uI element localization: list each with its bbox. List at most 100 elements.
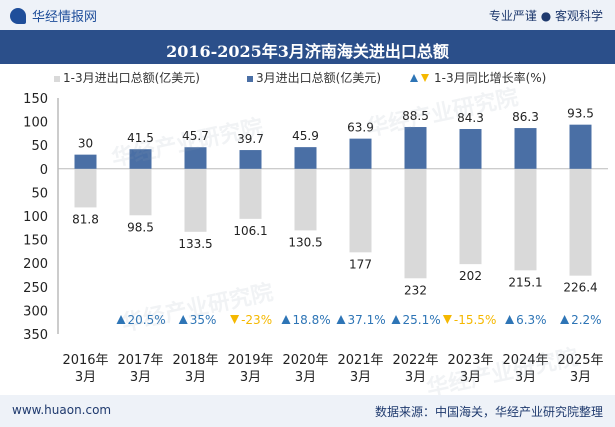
site-url[interactable]: www.huaon.com [12, 403, 112, 417]
x-tick-label-month: 3月 [185, 370, 206, 385]
legend-label-growth: 1-3月同比增长率(%) [434, 70, 546, 85]
x-tick-label-month: 3月 [75, 370, 96, 385]
bar-march [349, 138, 372, 169]
y-tick-label: 250 [23, 281, 48, 296]
growth-label: 37.1% [348, 313, 386, 327]
growth-marker-up [116, 315, 126, 324]
bar-total [184, 168, 207, 232]
data-label-march: 30 [78, 137, 93, 151]
chart-title: 2016-2025年3月济南海关进出口总额 [166, 42, 449, 61]
x-tick-label-year: 2023年 [447, 353, 493, 368]
data-label-total: 106.1 [233, 224, 267, 238]
bar-march [74, 154, 97, 169]
bar-march [294, 147, 317, 169]
title-bar [0, 30, 615, 64]
bar-total [349, 168, 372, 253]
x-tick-label-month: 3月 [350, 370, 371, 385]
legend-label-march: 3月进出口总额(亿美元) [256, 70, 381, 85]
bar-march [129, 149, 152, 169]
brand[interactable]: 华经情报网 [10, 6, 97, 25]
y-tick-label: 0 [40, 163, 48, 178]
legend-marker-up [410, 74, 418, 82]
y-tick-label: 150 [23, 92, 48, 107]
bar-march [184, 147, 207, 169]
growth-label: 20.5% [128, 313, 166, 327]
x-tick-label-month: 3月 [460, 370, 481, 385]
data-label-march: 86.3 [512, 110, 539, 124]
x-tick-label-year: 2025年 [557, 353, 603, 368]
data-label-total: 81.8 [72, 212, 99, 226]
brand-name: 华经情报网 [32, 10, 98, 25]
bar-march [404, 127, 427, 169]
data-label-total: 98.5 [127, 220, 154, 234]
growth-marker-up [505, 315, 515, 324]
bar-march [239, 150, 262, 169]
data-label-march: 45.9 [292, 129, 319, 143]
x-tick-label-month: 3月 [515, 370, 536, 385]
legend-swatch-march [247, 76, 253, 82]
data-label-march: 39.7 [237, 132, 264, 146]
growth-marker-up [391, 315, 401, 324]
bar-total [74, 168, 97, 208]
growth-label: -23% [241, 313, 272, 327]
bar-total [129, 168, 152, 216]
x-tick-label-month: 3月 [570, 370, 591, 385]
top-bar [0, 0, 615, 30]
data-label-total: 130.5 [288, 235, 322, 249]
x-tick-label-year: 2020年 [282, 353, 328, 368]
bar-march [514, 128, 537, 169]
growth-label: -15.5% [454, 313, 496, 327]
growth-label: 18.8% [293, 313, 331, 327]
legend-label-total: 1-3月进出口总额(亿美元) [63, 70, 200, 85]
legend-marker-down [421, 74, 429, 82]
footer [0, 395, 615, 427]
data-label-march: 93.5 [567, 107, 594, 121]
bar-march [459, 129, 482, 169]
x-tick-label-month: 3月 [130, 370, 151, 385]
data-label-total: 232 [404, 283, 427, 297]
bar-march [569, 124, 592, 169]
x-tick-label-year: 2022年 [392, 353, 438, 368]
growth-marker-up [281, 315, 291, 324]
growth-label: 35% [190, 313, 217, 327]
bar-total [514, 168, 537, 271]
x-tick-label-year: 2016年 [62, 353, 108, 368]
data-source: 数据来源：中国海关，华经产业研究院整理 [374, 405, 603, 419]
data-label-march: 88.5 [402, 109, 429, 123]
growth-label: 25.1% [403, 313, 441, 327]
data-label-march: 84.3 [457, 111, 484, 125]
chart: 1-3月进出口总额(亿美元) 3月进出口总额(亿美元) 1-3月同比增长率(%) 15… [23, 70, 608, 385]
y-tick-label: 100 [23, 210, 48, 225]
bar-total [459, 168, 482, 265]
data-label-total: 133.5 [178, 237, 212, 251]
bar-total [404, 168, 427, 279]
x-tick-label-year: 2017年 [117, 353, 163, 368]
x-tick-label-year: 2024年 [502, 353, 548, 368]
bar-total [239, 168, 262, 219]
y-tick-label: 100 [23, 116, 48, 131]
x-tick-label-year: 2018年 [172, 353, 218, 368]
y-tick-label: 300 [23, 304, 48, 319]
x-tick-label-month: 3月 [295, 370, 316, 385]
y-tick-label: 50 [31, 139, 48, 154]
growth-marker-down [230, 315, 240, 324]
growth-label: 2.2% [571, 313, 602, 327]
growth-marker-up [178, 315, 188, 324]
data-label-march: 41.5 [127, 131, 154, 145]
tagline: 专业严谨 ● 客观科学 [488, 9, 603, 23]
data-label-total: 202 [459, 269, 482, 283]
data-label-march: 45.7 [182, 129, 209, 143]
data-label-total: 177 [349, 257, 372, 271]
growth-marker-up [560, 315, 570, 324]
legend-swatch-total [54, 76, 60, 82]
x-tick-label-year: 2021年 [337, 353, 383, 368]
y-tick-label: 50 [31, 186, 48, 201]
data-label-march: 63.9 [347, 121, 374, 135]
growth-label: 6.3% [516, 313, 547, 327]
data-label-total: 215.1 [508, 275, 542, 289]
y-tick-label: 150 [23, 234, 48, 249]
growth-marker-down [442, 315, 452, 324]
x-tick-label-month: 3月 [405, 370, 426, 385]
data-label-total: 226.4 [563, 281, 597, 295]
